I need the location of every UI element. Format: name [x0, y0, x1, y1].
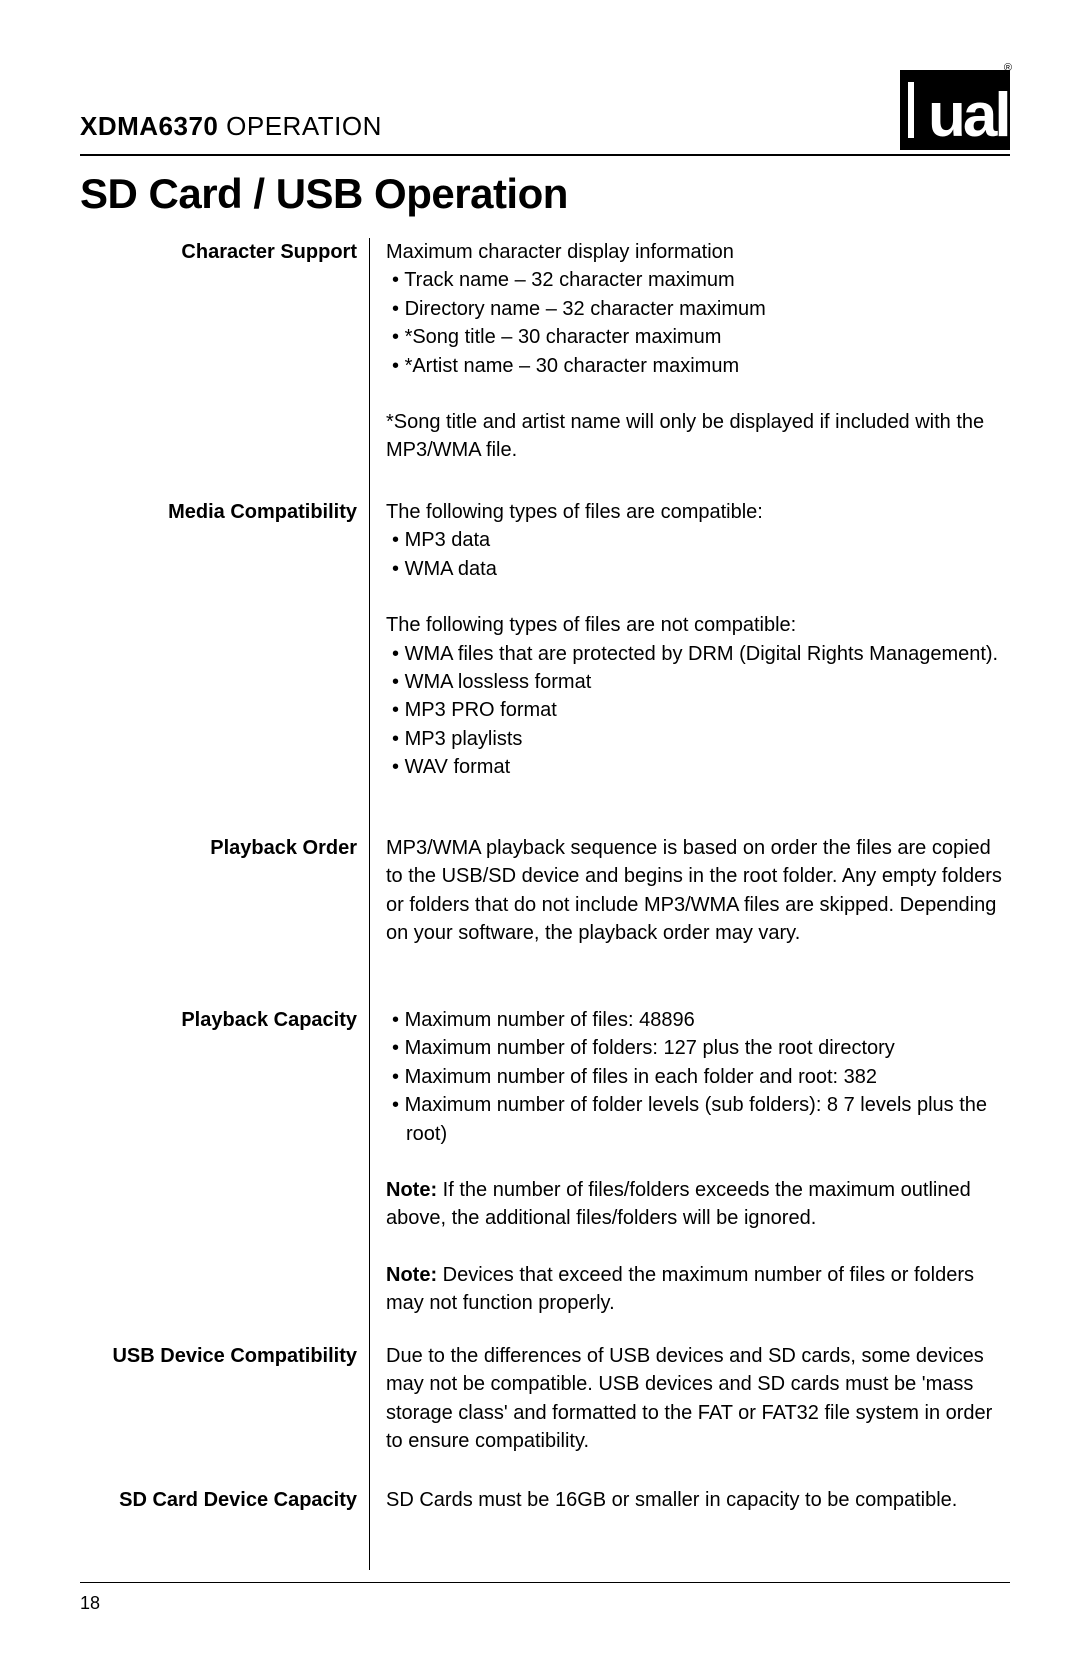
list-item: *Song title – 30 character maximum: [386, 323, 1010, 351]
char-support-list: Track name – 32 character maximum Direct…: [386, 266, 1010, 380]
char-support-footnote: *Song title and artist name will only be…: [386, 408, 1010, 465]
section-media-compat: The following types of files are compati…: [386, 498, 1010, 834]
svg-text:ual: ual: [928, 81, 1009, 150]
list-item: Maximum number of folder levels (sub fol…: [386, 1091, 1010, 1148]
playback-capacity-note2: Note: Devices that exceed the maximum nu…: [386, 1261, 1010, 1318]
list-item: MP3 PRO format: [386, 696, 1010, 724]
usb-compat-text: Due to the differences of USB devices an…: [386, 1342, 1010, 1456]
labels-column: Character Support Media Compatibility Pl…: [80, 238, 370, 1570]
char-support-intro: Maximum character display information: [386, 238, 1010, 266]
header-label: OPERATION: [226, 111, 382, 141]
header-model: XDMA6370: [80, 111, 218, 141]
playback-order-text: MP3/WMA playback sequence is based on or…: [386, 834, 1010, 948]
section-playback-capacity: Maximum number of files: 48896 Maximum n…: [386, 1006, 1010, 1342]
list-item: WAV format: [386, 753, 1010, 781]
dual-logo: ® ual: [900, 70, 1010, 150]
label-character-support: Character Support: [80, 238, 357, 498]
page-header: XDMA6370 OPERATION ® ual: [80, 70, 1010, 156]
page-number: 18: [80, 1593, 1010, 1614]
list-item: Maximum number of files: 48896: [386, 1006, 1010, 1034]
sd-capacity-text: SD Cards must be 16GB or smaller in capa…: [386, 1486, 1010, 1514]
list-item: Maximum number of folders: 127 plus the …: [386, 1034, 1010, 1062]
list-item: Directory name – 32 character maximum: [386, 295, 1010, 323]
label-playback-order: Playback Order: [80, 834, 357, 1006]
media-compat-intro1: The following types of files are compati…: [386, 498, 1010, 526]
section-sd-capacity: SD Cards must be 16GB or smaller in capa…: [386, 1486, 1010, 1570]
list-item: Maximum number of files in each folder a…: [386, 1063, 1010, 1091]
main-title: SD Card / USB Operation: [80, 170, 1010, 218]
media-compat-list1: MP3 data WMA data: [386, 526, 1010, 583]
registered-mark-icon: ®: [1004, 62, 1012, 74]
media-compat-intro2: The following types of files are not com…: [386, 611, 1010, 639]
playback-capacity-list: Maximum number of files: 48896 Maximum n…: [386, 1006, 1010, 1148]
playback-capacity-note1: Note: If the number of files/folders exc…: [386, 1176, 1010, 1233]
note-label: Note:: [386, 1179, 437, 1201]
label-sd-capacity: SD Card Device Capacity: [80, 1486, 357, 1570]
list-item: *Artist name – 30 character maximum: [386, 352, 1010, 380]
note-text: If the number of files/folders exceeds t…: [386, 1179, 971, 1229]
list-item: MP3 data: [386, 526, 1010, 554]
media-compat-list2: WMA files that are protected by DRM (Dig…: [386, 640, 1010, 782]
note-label: Note:: [386, 1264, 437, 1286]
note-text: Devices that exceed the maximum number o…: [386, 1264, 974, 1314]
section-playback-order: MP3/WMA playback sequence is based on or…: [386, 834, 1010, 1006]
section-usb-compat: Due to the differences of USB devices an…: [386, 1342, 1010, 1486]
header-title: XDMA6370 OPERATION: [80, 111, 382, 150]
list-item: WMA data: [386, 555, 1010, 583]
list-item: WMA lossless format: [386, 668, 1010, 696]
list-item: WMA files that are protected by DRM (Dig…: [386, 640, 1010, 668]
content-table: Character Support Media Compatibility Pl…: [80, 238, 1010, 1583]
label-usb-compat: USB Device Compatibility: [80, 1342, 357, 1486]
section-character-support: Maximum character display information Tr…: [386, 238, 1010, 498]
label-media-compatibility: Media Compatibility: [80, 498, 357, 834]
label-playback-capacity: Playback Capacity: [80, 1006, 357, 1342]
list-item: MP3 playlists: [386, 725, 1010, 753]
list-item: Track name – 32 character maximum: [386, 266, 1010, 294]
details-column: Maximum character display information Tr…: [370, 238, 1010, 1570]
